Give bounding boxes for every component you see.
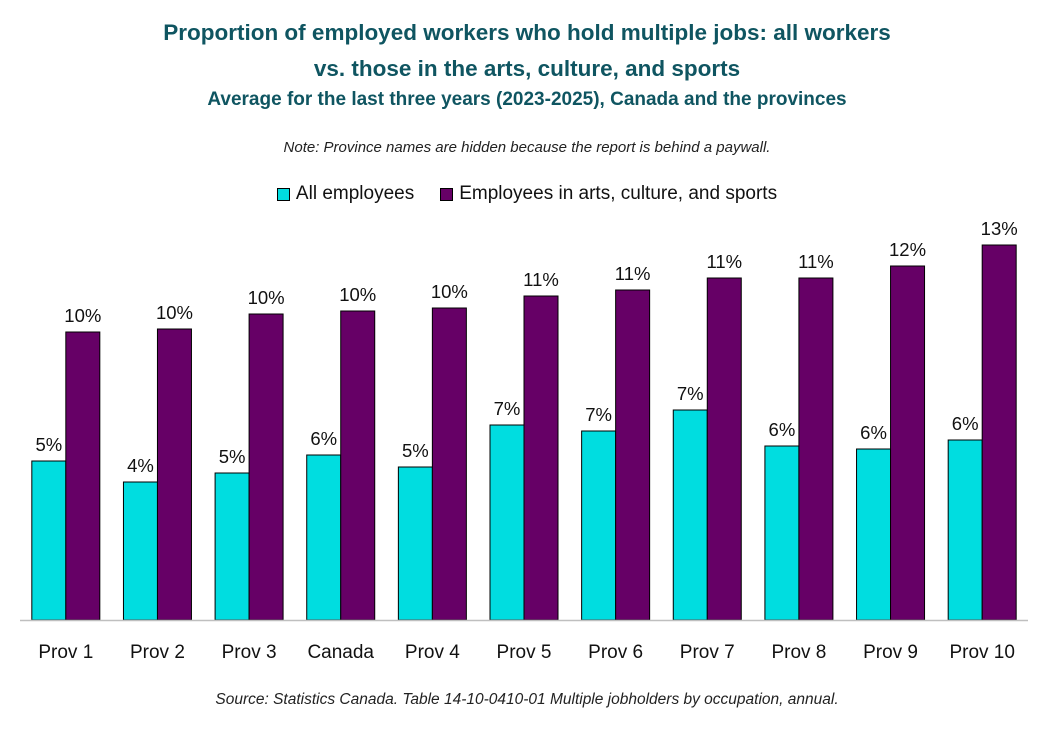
data-label-all-prov-3: 5% [219,446,246,467]
legend-item-arts-employees: Employees in arts, culture, and sports [440,183,777,205]
bar-all-prov-7 [672,409,708,621]
x-tick-label-prov-2: Prov 2 [130,642,185,663]
bar-all-prov-1 [31,460,67,621]
bar-arts-prov-8 [798,277,834,621]
x-tick-label-prov-5: Prov 5 [497,642,552,663]
chart-title-line2: vs. those in the arts, culture, and spor… [313,56,741,81]
data-label-all-prov-5: 7% [494,398,521,419]
legend-label-arts-employees: Employees in arts, culture, and sports [459,183,778,204]
chart-subtitle: Average for the last three years (2023-2… [207,89,847,110]
bar-all-prov-2 [122,481,158,621]
bar-arts-prov-9 [890,265,926,621]
x-tick-label-prov-3: Prov 3 [222,642,277,663]
x-tick-label-prov-10: Prov 10 [949,642,1014,663]
data-label-arts-prov-2: 10% [156,302,193,323]
x-tick-label-prov-9: Prov 9 [863,642,918,663]
bar-all-prov-4 [397,466,433,621]
bar-all-prov-8 [764,445,800,621]
x-tick-label-prov-8: Prov 8 [771,642,826,663]
chart-note: Note: Province names are hidden because … [283,139,771,156]
data-label-arts-prov-1: 10% [64,305,101,326]
legend-swatch-arts-employees [440,187,454,201]
legend-swatch-all-employees [276,187,290,201]
data-label-arts-prov-6: 11% [615,263,651,284]
data-label-all-canada: 6% [310,428,337,449]
x-tick-label-prov-7: Prov 7 [680,642,735,663]
bar-arts-prov-10 [981,244,1017,621]
data-label-arts-prov-3: 10% [248,287,285,308]
data-label-arts-prov-5: 11% [523,269,559,290]
data-label-all-prov-2: 4% [127,455,154,476]
data-label-all-prov-7: 7% [677,383,704,404]
legend-label-all-employees: All employees [295,183,415,204]
data-label-all-prov-4: 5% [402,440,429,461]
x-tick-label-prov-6: Prov 6 [588,642,643,663]
bar-all-prov-10 [947,439,983,621]
data-label-arts-prov-10: 13% [981,218,1018,239]
bar-all-prov-6 [581,430,617,621]
x-tick-label-prov-1: Prov 1 [38,642,93,663]
data-label-arts-prov-7: 11% [706,251,742,272]
chart-source: Source: Statistics Canada. Table 14-10-0… [215,691,839,708]
bar-arts-prov-4 [431,307,467,621]
legend-item-all-employees: All employees [276,183,415,205]
data-label-arts-canada: 10% [339,284,376,305]
bar-arts-prov-6 [615,289,651,621]
chart-title: Proportion of employed workers who hold … [163,20,891,45]
data-label-arts-prov-9: 12% [889,239,926,260]
data-label-all-prov-1: 5% [35,434,62,455]
bar-arts-prov-1 [65,331,101,621]
data-label-arts-prov-8: 11% [798,251,834,272]
data-label-all-prov-8: 6% [769,419,796,440]
bar-arts-prov-2 [156,328,192,621]
data-label-all-prov-6: 7% [585,404,612,425]
data-label-all-prov-9: 6% [860,422,887,443]
data-label-arts-prov-4: 10% [431,281,468,302]
x-tick-label-canada: Canada [307,642,374,663]
bar-all-prov-3 [214,472,250,621]
bar-all-prov-9 [856,448,892,621]
bar-all-canada [306,454,342,621]
bar-arts-prov-5 [523,295,559,621]
bar-arts-canada [340,310,376,621]
x-tick-label-prov-4: Prov 4 [405,642,460,663]
bar-arts-prov-3 [248,313,284,621]
bar-arts-prov-7 [706,277,742,621]
chart-legend: All employees Employees in arts, culture… [0,183,1054,205]
data-label-all-prov-10: 6% [952,413,979,434]
bar-all-prov-5 [489,424,525,621]
